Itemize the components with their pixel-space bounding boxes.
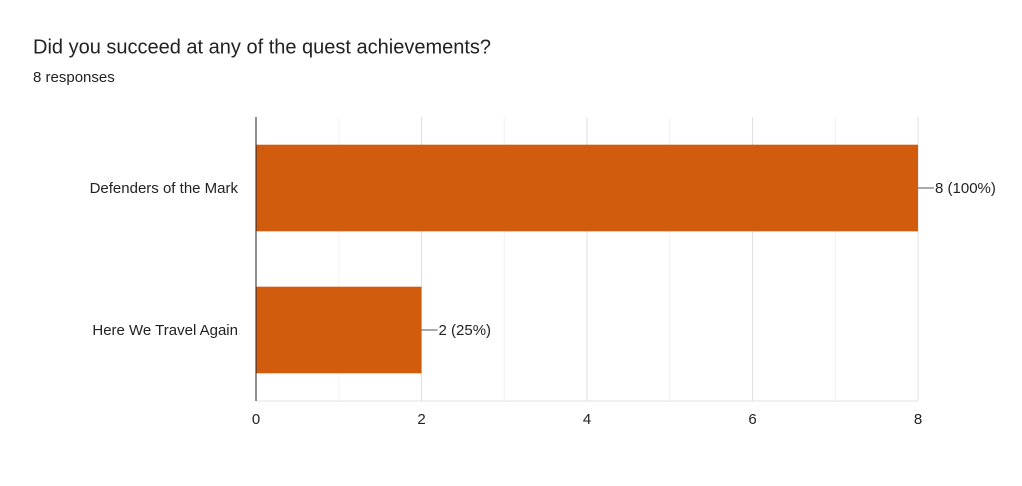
chart-subtitle: 8 responses — [33, 69, 115, 86]
x-tick-label: 8 — [914, 411, 922, 428]
bar — [256, 144, 918, 232]
value-label: 2 (25%) — [439, 322, 492, 339]
x-tick-label: 4 — [583, 411, 591, 428]
y-tick-label: Here We Travel Again — [92, 322, 238, 339]
value-label: 8 (100%) — [935, 180, 996, 197]
chart-title: Did you succeed at any of the quest achi… — [33, 36, 491, 58]
y-tick-label: Defenders of the Mark — [90, 180, 239, 197]
x-tick-label: 0 — [252, 411, 260, 428]
x-tick-label: 2 — [417, 411, 425, 428]
x-tick-label: 6 — [748, 411, 756, 428]
bar — [256, 286, 422, 374]
